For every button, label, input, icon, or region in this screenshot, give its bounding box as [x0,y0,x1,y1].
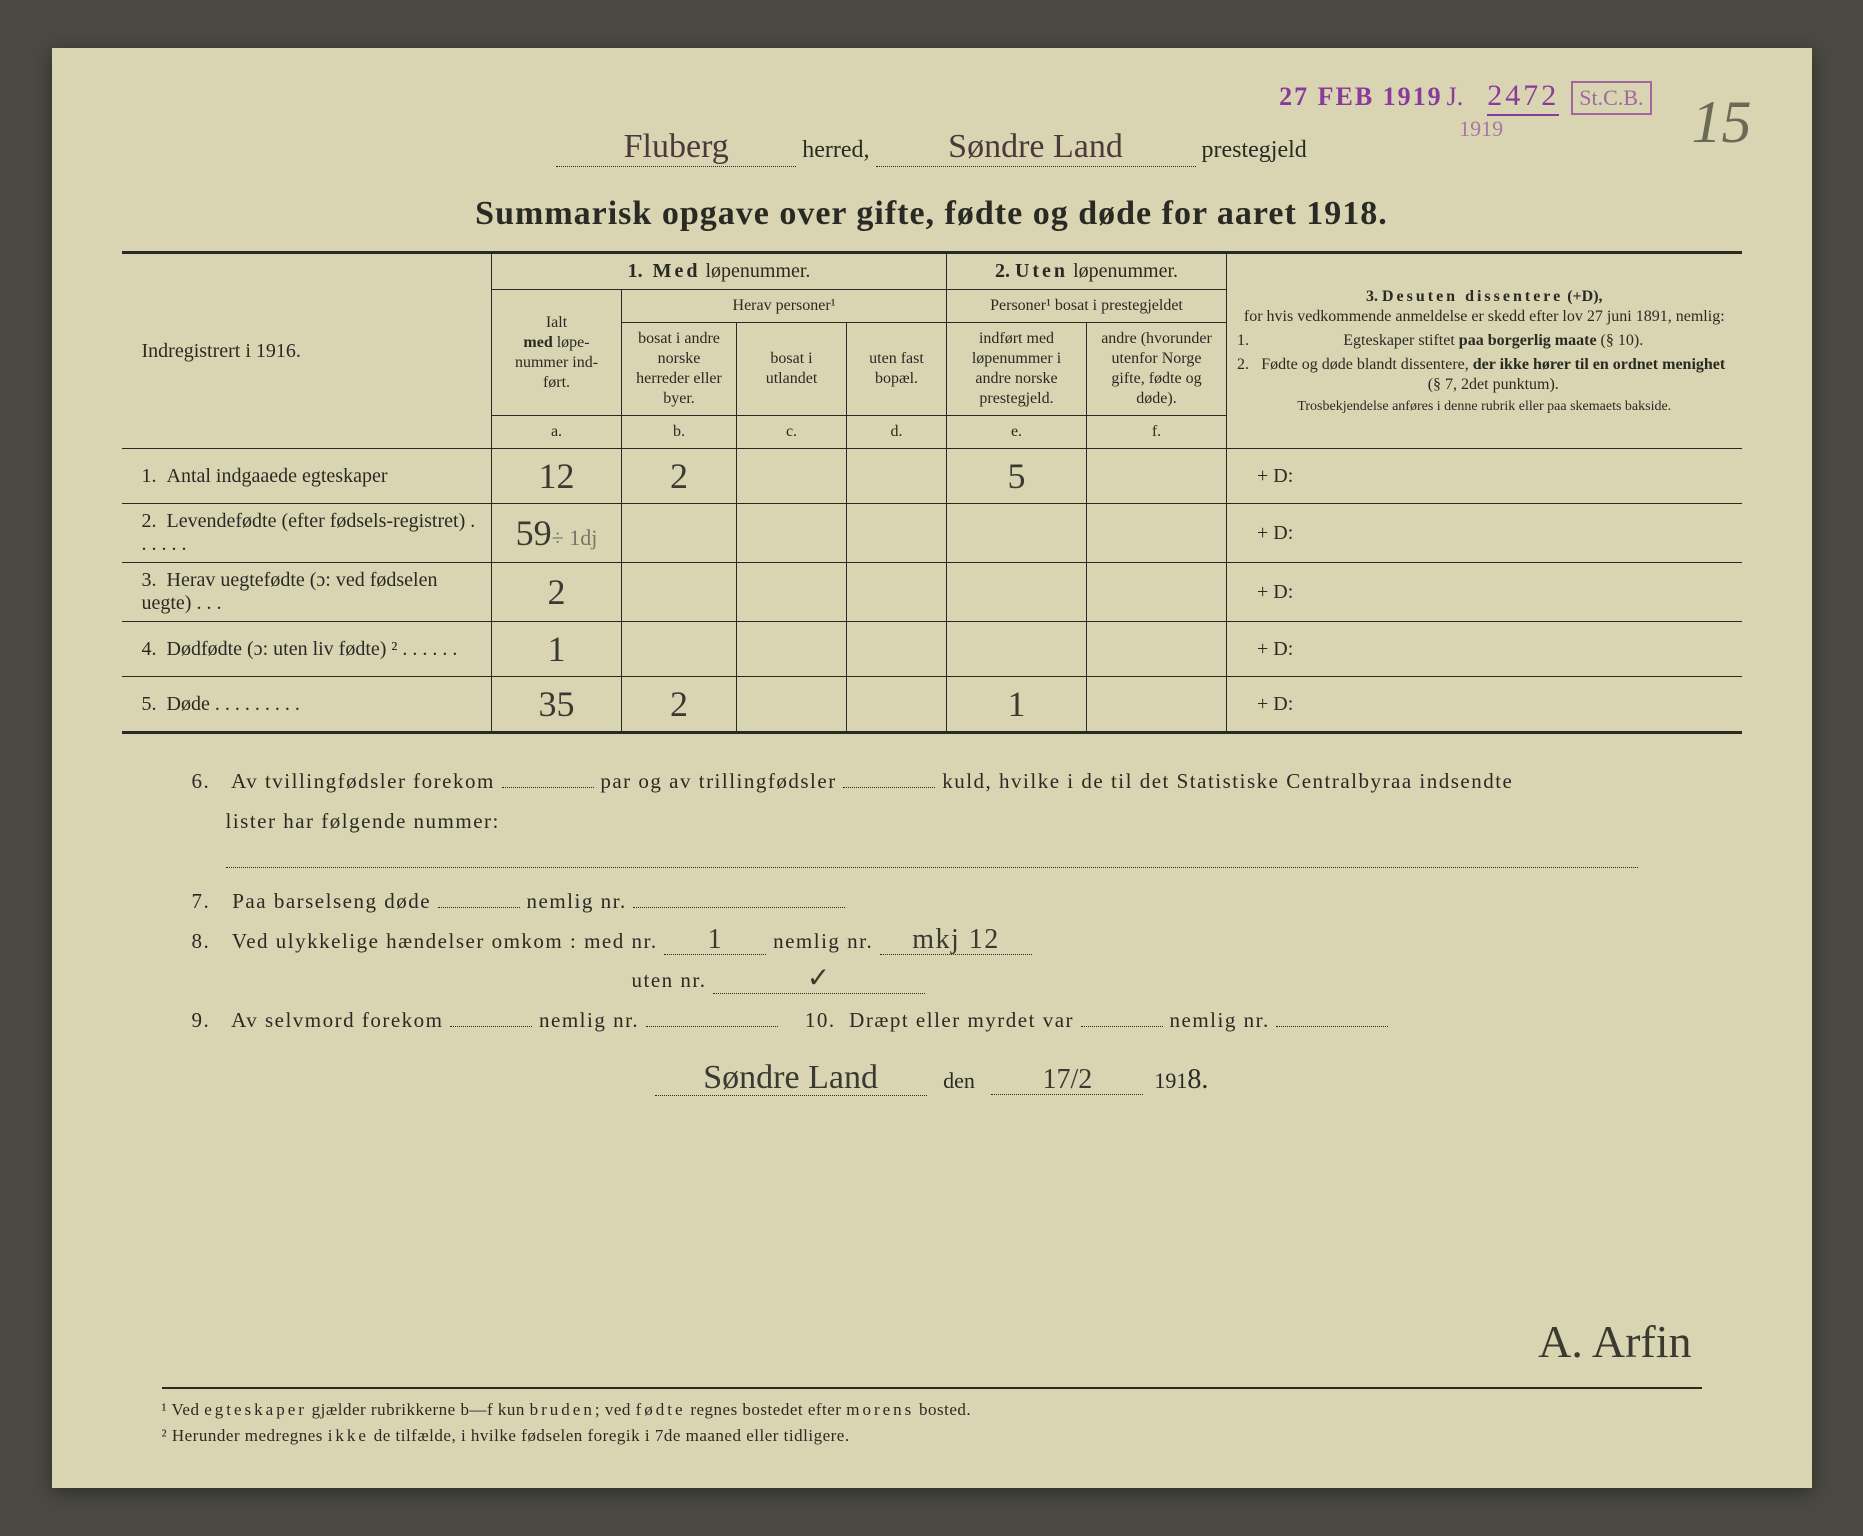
group3-cell: 3. Desuten dissentere (+D), for hvis ved… [1227,254,1742,449]
document-title: Summarisk opgave over gifte, fødte og dø… [122,195,1742,233]
col-b-head: bosat i andre norske herreder eller byer… [622,323,737,416]
cell-d [847,449,947,504]
note-6: 6. Av tvillingfødsler forekom par og av … [192,762,1702,802]
cell-d [847,504,947,563]
table-row: 5. Døde . . . . . . . . . 35 2 1 + D: [122,677,1742,733]
cell-g: + D: [1227,677,1742,733]
group3-item2: Fødte og døde blandt dissentere, der ikk… [1253,355,1734,395]
cell-f [1087,622,1227,677]
row-label: 5. Døde . . . . . . . . . [122,677,492,733]
group2-title: 2. Uten løpenummer. [947,254,1227,290]
cell-f [1087,449,1227,504]
cell-e: 5 [947,449,1087,504]
col-f-head: andre (hvorunder utenfor Norge gifte, fø… [1087,323,1227,416]
sig-place: Søndre Land [655,1061,927,1096]
col-d-head: uten fast bopæl. [847,323,947,416]
signature: A. Arfin [1538,1315,1691,1368]
cell-e: 1 [947,677,1087,733]
note-6-blank [192,842,1702,882]
lower-notes: 6. Av tvillingfødsler forekom par og av … [122,762,1742,1041]
row-label: 3. Herav uegtefødte (ɔ: ved fødselen ueg… [122,563,492,622]
bottom-footnotes: ¹ Ved egteskaper gjælder rubrikkerne b—f… [162,1387,1702,1448]
cell-e [947,622,1087,677]
herav-head: Herav personer¹ [622,290,947,323]
col-a-head: Ialtmed løpe-nummer ind-ført. [492,290,622,416]
cell-b [622,622,737,677]
prestegjeld-value: Søndre Land [876,128,1196,167]
cell-b [622,504,737,563]
note-7: 7. Paa barselseng døde nemlig nr. [192,882,1702,922]
row-label: 1. Antal indgaaede egteskaper [122,449,492,504]
cell-c [737,622,847,677]
cell-a: 2 [492,563,622,622]
cell-f [1087,563,1227,622]
note-8b: uten nr. ✓ [192,961,1702,1001]
cell-c [737,677,847,733]
cell-d [847,563,947,622]
left-header: Indregistrert i 1916. [122,254,492,449]
cell-f [1087,677,1227,733]
herred-value: Fluberg [556,128,796,167]
stamp-area: 27 FEB 1919 J. 2472 St.C.B. 1919 [1279,78,1651,142]
stamp-year: 1919 [1459,116,1651,142]
cell-d [847,622,947,677]
cell-e [947,563,1087,622]
footnote-1: ¹ Ved egteskaper gjælder rubrikkerne b—f… [162,1397,1702,1423]
cell-c [737,504,847,563]
n8b-mark: ✓ [713,965,925,994]
cell-c [737,563,847,622]
letter-b: b. [622,416,737,449]
letter-d: d. [847,416,947,449]
group2-sub: Personer¹ bosat i prestegjeldet [947,290,1227,323]
stamp-box: St.C.B. [1571,81,1651,115]
col-e-head: indført med løpenummer i andre norske pr… [947,323,1087,416]
letter-f: f. [1087,416,1227,449]
note-9-10: 9. Av selvmord forekom nemlig nr. 10. Dr… [192,1001,1702,1041]
cell-a: 59÷ 1dj [492,504,622,563]
n8-med-val: 1 [664,926,766,955]
cell-b: 2 [622,677,737,733]
table-body: 1. Antal indgaaede egteskaper 12 2 5 + D… [122,449,1742,733]
herred-label: herred, [802,137,869,163]
cell-d [847,677,947,733]
cell-a: 1 [492,622,622,677]
table-row: 4. Dødfødte (ɔ: uten liv fødte) ² . . . … [122,622,1742,677]
cell-b: 2 [622,449,737,504]
n8-nemlig-val: mkj 12 [880,926,1032,955]
footnote-2: ² Herunder medregnes ikke de tilfælde, i… [162,1423,1702,1449]
note-8: 8. Ved ulykkelige hændelser omkom : med … [192,922,1702,962]
summary-table: Indregistrert i 1916. 1. Med løpenummer.… [122,254,1742,734]
cell-a: 35 [492,677,622,733]
row-label: 4. Dødfødte (ɔ: uten liv fødte) ² . . . … [122,622,492,677]
signature-line: Søndre Land den 17/2 1918. [122,1061,1742,1096]
cell-b [622,563,737,622]
group3-small: Trosbekjendelse anføres i denne rubrik e… [1235,399,1734,416]
row-label: 2. Levendefødte (efter fødsels-registret… [122,504,492,563]
cell-a: 12 [492,449,622,504]
cell-g: + D: [1227,563,1742,622]
stamp-jr: J. [1447,82,1464,111]
table-row: 2. Levendefødte (efter fødsels-registret… [122,504,1742,563]
table-row: 3. Herav uegtefødte (ɔ: ved fødselen ueg… [122,563,1742,622]
cell-g: + D: [1227,449,1742,504]
stamp-number: 2472 [1487,78,1559,116]
letter-e: e. [947,416,1087,449]
sig-date: 17/2 [991,1066,1143,1095]
group3-item1: Egteskaper stiftet paa borgerlig maate (… [1253,331,1734,351]
letter-c: c. [737,416,847,449]
cell-g: + D: [1227,504,1742,563]
group3-intro: for hvis vedkommende anmeldelse er skedd… [1235,307,1734,327]
group1-title: 1. Med løpenummer. [492,254,947,290]
letter-a: a. [492,416,622,449]
note-6b: lister har følgende nummer: [192,802,1702,842]
cell-g: + D: [1227,622,1742,677]
table-row: 1. Antal indgaaede egteskaper 12 2 5 + D… [122,449,1742,504]
col-c-head: bosat i utlandet [737,323,847,416]
stamp-date: 27 FEB 1919 [1279,81,1443,112]
cell-f [1087,504,1227,563]
document-page: 27 FEB 1919 J. 2472 St.C.B. 1919 15 Flub… [52,48,1812,1488]
cell-e [947,504,1087,563]
cell-c [737,449,847,504]
page-number: 15 [1692,88,1752,157]
